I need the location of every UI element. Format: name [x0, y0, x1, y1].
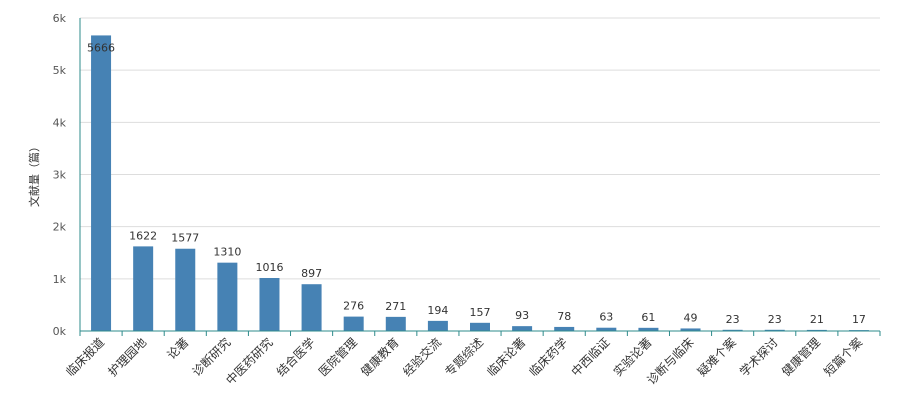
data-label: 5666: [87, 41, 115, 54]
x-tick-label: 专题综述: [442, 335, 487, 380]
data-label: 271: [385, 300, 406, 313]
bar: [91, 35, 112, 331]
bar: [554, 326, 575, 331]
data-label: 157: [470, 306, 491, 319]
bars: [91, 35, 869, 331]
bar: [301, 284, 322, 331]
bar: [596, 327, 617, 331]
data-label: 49: [684, 311, 698, 324]
bar: [427, 320, 448, 331]
y-tick-label: 2k: [53, 221, 67, 234]
bar: [385, 316, 406, 331]
data-label: 194: [427, 304, 448, 317]
bar: [722, 329, 743, 331]
x-tick-label: 医院管理: [315, 335, 360, 380]
data-label: 1310: [213, 246, 241, 259]
data-label: 21: [810, 313, 824, 326]
x-tick-label: 诊断研究: [189, 335, 234, 380]
x-tick-label: 健康教育: [357, 335, 402, 380]
bar: [806, 329, 827, 331]
data-label: 63: [599, 311, 613, 324]
data-label: 1577: [171, 232, 199, 245]
data-label: 276: [343, 300, 364, 313]
x-tick-label: 临床论著: [484, 335, 528, 379]
bar: [343, 316, 364, 331]
x-tick-label: 中西临证: [568, 335, 613, 380]
y-tick-label: 4k: [53, 116, 67, 129]
y-tick-label: 3k: [53, 169, 67, 182]
y-tick-label: 6k: [53, 12, 67, 25]
x-tick-label: 实验论著: [610, 335, 655, 380]
data-label: 17: [852, 313, 866, 326]
y-axis-label: 文献量（篇）: [27, 141, 41, 207]
x-tick-label: 经验交流: [399, 335, 444, 380]
bar: [638, 327, 659, 331]
bar: [259, 277, 280, 331]
data-label: 23: [726, 313, 740, 326]
x-tick-label: 论著: [165, 335, 192, 362]
bar: [764, 329, 785, 331]
data-label: 1016: [255, 261, 283, 274]
x-tick-label: 健康管理: [778, 335, 823, 380]
axes: [79, 18, 881, 336]
data-label: 93: [515, 309, 529, 322]
bar: [680, 328, 701, 331]
x-tick-label: 疑难个案: [694, 335, 739, 380]
bar: [133, 246, 154, 331]
data-labels: 5666 1622 1577 1310 1016 897 276 271 194 157 93 78 6…: [87, 41, 866, 326]
x-tick-label: 护理园地: [105, 335, 149, 379]
x-tick-label: 学术探讨: [736, 335, 781, 380]
y-tick-label: 5k: [53, 64, 67, 77]
bar: [175, 248, 196, 331]
x-tick-label: 临床药学: [526, 335, 571, 380]
data-label: 23: [768, 313, 782, 326]
data-label: 61: [641, 311, 655, 324]
bar: [217, 262, 238, 331]
bar: [512, 326, 533, 331]
grid-lines: [80, 17, 880, 280]
x-tick-label: 短篇个案: [821, 335, 866, 380]
x-tick-label: 临床报道: [63, 335, 108, 380]
bar: [470, 322, 490, 331]
y-tick-label: 0k: [53, 325, 67, 338]
y-axis-ticks: 0k 1k 2k 3k 4k 5k 6k: [53, 12, 67, 338]
y-tick-label: 1k: [53, 273, 67, 286]
x-tick-label: 结合医学: [273, 335, 318, 380]
data-label: 78: [557, 310, 571, 323]
data-label: 1622: [129, 229, 157, 242]
data-label: 897: [301, 267, 322, 280]
